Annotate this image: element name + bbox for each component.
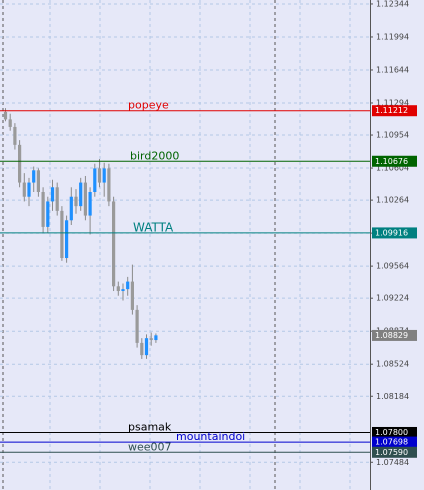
price-tag-label: 1.11212 — [375, 106, 408, 115]
y-tick-label: 1.09224 — [376, 294, 409, 303]
candle-body — [69, 196, 73, 221]
current-price-tag — [372, 329, 417, 341]
candle-body — [126, 281, 130, 290]
candle-body — [60, 210, 64, 259]
candle-body — [3, 111, 8, 120]
candle-body — [22, 182, 26, 197]
level-name: popeye — [128, 99, 169, 112]
candle-body — [13, 126, 17, 145]
price-tag-label: 1.07800 — [375, 428, 408, 437]
y-tick-label: 1.11644 — [376, 65, 409, 74]
candle-body — [130, 281, 134, 310]
level-name: psamak — [128, 420, 172, 433]
price-tag-label: 1.07698 — [375, 438, 408, 447]
level-name: wee007 — [128, 440, 172, 453]
candle-body — [88, 192, 92, 216]
candle-body — [46, 201, 50, 227]
price-tag-label: 1.09916 — [375, 228, 408, 237]
candle-body — [97, 168, 102, 183]
price-tag-label: 1.10676 — [375, 157, 408, 166]
candle-body — [135, 309, 139, 343]
candle-body — [18, 144, 22, 183]
y-tick-label: 1.09564 — [376, 262, 409, 271]
candle-body — [154, 335, 158, 341]
y-tick-label: 1.11994 — [376, 32, 409, 41]
candle-body — [32, 170, 36, 183]
price-tag — [372, 436, 417, 448]
price-tag — [372, 446, 417, 458]
candle-body — [102, 168, 106, 183]
candle-body — [27, 182, 31, 197]
y-tick-label: 1.11294 — [376, 98, 409, 107]
candle-body — [121, 289, 125, 292]
candle-body — [65, 220, 69, 259]
candle-body — [149, 338, 153, 341]
y-tick-label: 1.07484 — [376, 458, 409, 467]
y-tick-label: 1.12344 — [376, 0, 409, 8]
candle-body — [93, 168, 97, 193]
candle-body — [79, 182, 83, 207]
candle-body — [55, 187, 59, 211]
candle-body — [116, 286, 120, 292]
y-tick-label: 1.10604 — [376, 164, 409, 173]
current-price-label: 1.08829 — [375, 331, 408, 340]
y-tick-label: 1.10264 — [376, 196, 409, 205]
price-tag — [372, 155, 417, 167]
level-name: WATTA — [133, 220, 174, 234]
y-tick-label: 1.08524 — [376, 360, 409, 369]
price-tag — [372, 105, 417, 117]
price-axis — [370, 0, 424, 490]
candle-body — [74, 196, 78, 207]
plot-background — [0, 0, 370, 490]
candle-body — [112, 201, 116, 287]
candle-body — [144, 338, 149, 356]
candle-body — [41, 192, 45, 227]
candle-body — [83, 182, 87, 216]
candle-body — [50, 187, 55, 202]
y-tick-label: 1.10954 — [376, 131, 409, 140]
candle-body — [107, 168, 111, 202]
price-tag-label: 1.07590 — [375, 448, 408, 457]
candle-body — [8, 119, 12, 127]
candle-body — [36, 170, 40, 193]
price-tag — [372, 426, 417, 438]
level-name: mountaindoi — [176, 430, 245, 443]
level-name: bird2000 — [130, 149, 179, 162]
price-tag — [372, 227, 417, 239]
y-tick-label: 1.08184 — [376, 392, 409, 401]
candle-body — [140, 342, 144, 356]
